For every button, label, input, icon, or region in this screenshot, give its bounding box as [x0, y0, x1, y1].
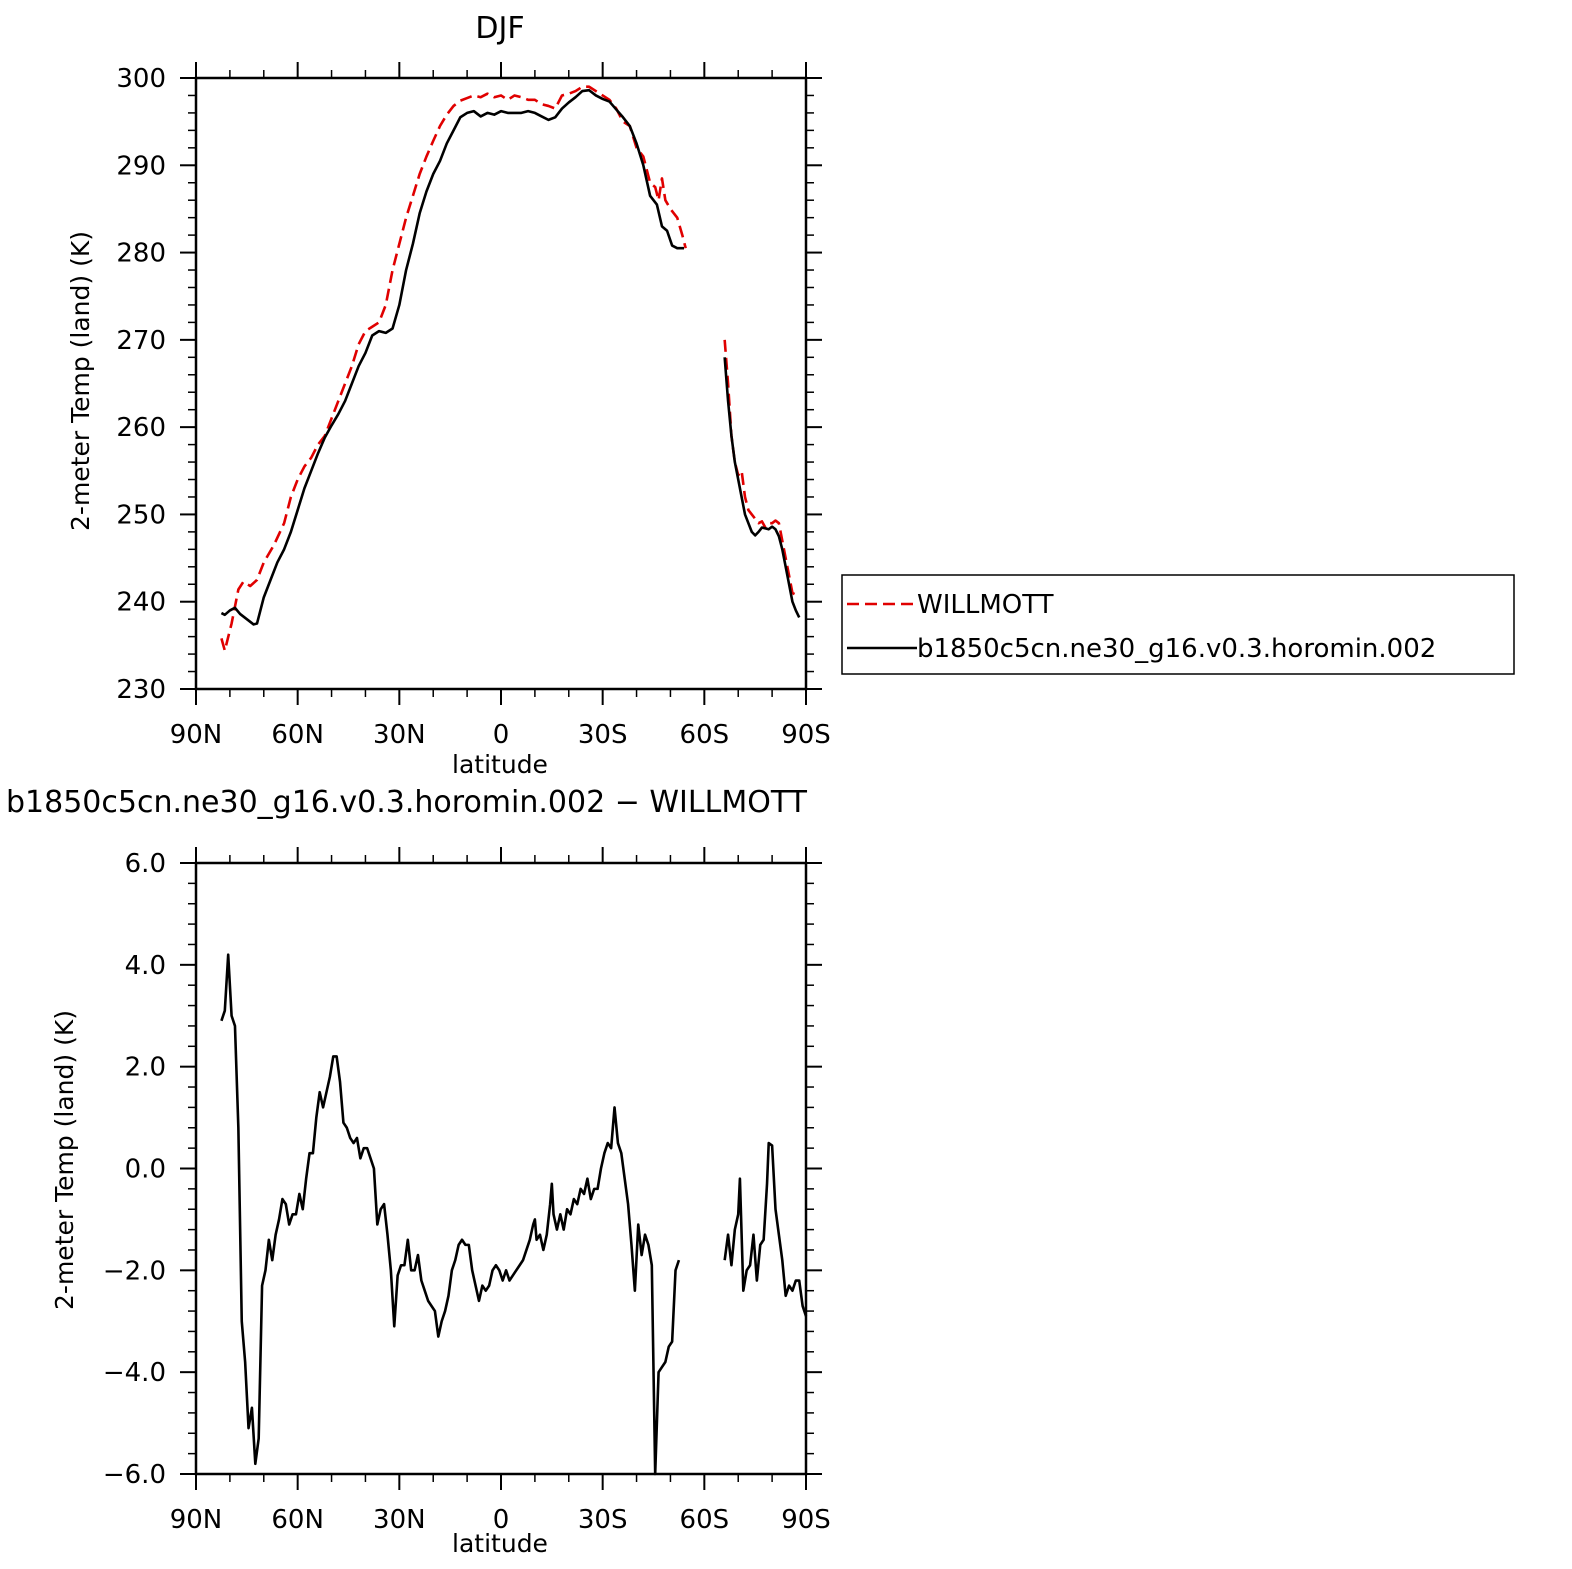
chart-1-y-tick-label: 250 [116, 500, 166, 530]
chart-2-y-tick-label: 0.0 [125, 1155, 166, 1185]
chart-1-y-tick-label: 280 [116, 239, 166, 269]
chart-1-x-tick-label: 60N [271, 720, 324, 750]
chart-1-series-1-line-segment-0 [220, 88, 684, 626]
chart-1-y-tick-label: 240 [116, 588, 166, 618]
chart-1-x-axis-label: latitude [452, 750, 548, 779]
chart-2-x-tick-label: 90N [170, 1505, 223, 1535]
chart-1-x-tick-label: 0 [493, 720, 510, 750]
chart-1-plot-frame [194, 76, 808, 691]
chart-1-series-1-line-segment-1 [723, 357, 801, 618]
chart-2-title: b1850c5cn.ne30_g16.v0.3.horomin.002 − WI… [6, 785, 808, 820]
chart-2-series-0-line-segment-1 [723, 1141, 808, 1317]
chart-2-y-axis-label: 2-meter Temp (land) (K) [50, 1010, 79, 1310]
chart-1-y-tick-label: 270 [116, 326, 166, 356]
legend-label-model: b1850c5cn.ne30_g16.v0.3.horomin.002 [917, 634, 1436, 664]
chart-2-plot-frame [194, 861, 808, 1476]
chart-1-x-tick-label: 30N [373, 720, 426, 750]
chart-1-x-tick-label: 90N [170, 720, 223, 750]
chart-2-y-tick-label: 2.0 [125, 1053, 166, 1083]
chart-2-plot: −6.0 −4.0 −2.0 0.0 2.0 4.0 6.0 90N 60N 30N 0 30S 60S… [103, 847, 831, 1535]
chart-2-y-tick-label: −4.0 [103, 1358, 166, 1388]
chart-2-y-tick-label: 6.0 [125, 849, 166, 879]
chart-1-x-tick-label: 30S [578, 720, 628, 750]
chart-1-y-tick-label: 230 [116, 675, 166, 705]
chart-2-x-tick-label: 30N [373, 1505, 426, 1535]
chart-2-y-tick-label: −6.0 [103, 1460, 166, 1490]
chart-2-x-tick-label: 0 [493, 1505, 510, 1535]
chart-1-y-tick-label: 300 [116, 64, 166, 94]
chart-1-series-0-line-segment-0 [220, 85, 687, 652]
chart-1-y-tick-label: 260 [116, 413, 166, 443]
chart-1-y-axis-label: 2-meter Temp (land) (K) [66, 231, 95, 531]
legend-label-willmott: WILLMOTT [917, 590, 1054, 620]
chart-1-title: DJF [475, 11, 524, 46]
chart-2-x-tick-label: 30S [578, 1505, 628, 1535]
chart-2-x-tick-label: 90S [781, 1505, 831, 1535]
chart-1-y-tick-label: 290 [116, 151, 166, 181]
chart-2-y-tick-label: −2.0 [103, 1256, 166, 1286]
legend: WILLMOTT b1850c5cn.ne30_g16.v0.3.horomin… [841, 574, 1515, 675]
chart-1-x-tick-label: 60S [680, 720, 730, 750]
chart-2-x-tick-label: 60N [271, 1505, 324, 1535]
chart-1-plot: 230 240 250 260 270 280 290 300 90N 60N 30N 0 30S 60S… [116, 62, 831, 750]
chart-1-x-tick-label: 90S [781, 720, 831, 750]
chart-2-series-0-line-segment-0 [220, 953, 681, 1476]
chart-2-x-axis-label: latitude [452, 1529, 548, 1558]
legend-box [841, 574, 1515, 675]
chart-2-y-tick-label: 4.0 [125, 951, 166, 981]
chart-2-x-tick-label: 60S [680, 1505, 730, 1535]
